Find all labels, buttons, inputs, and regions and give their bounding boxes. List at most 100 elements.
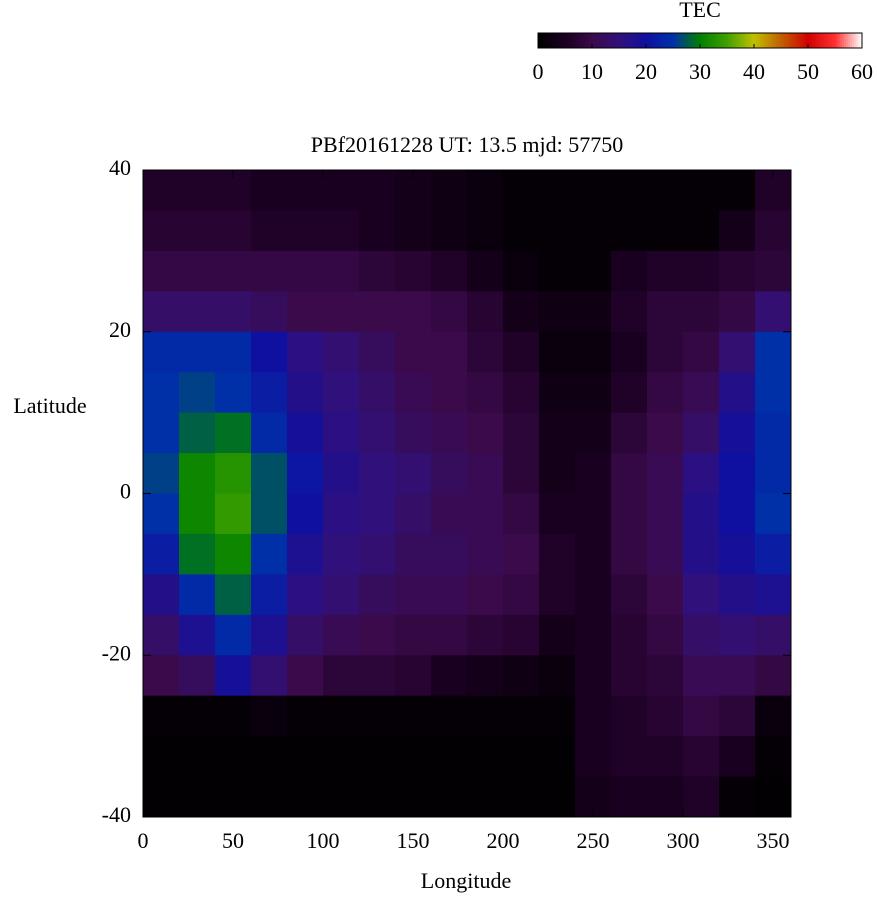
colorbar-swatch (660, 33, 663, 48)
colorbar-swatch (828, 33, 831, 48)
heat-cell (143, 493, 180, 535)
heat-cell (539, 210, 576, 252)
colorbar-swatch (576, 33, 579, 48)
heat-cell (503, 695, 540, 737)
x-axis-label: Longitude (421, 868, 511, 893)
colorbar-swatch (690, 33, 693, 48)
chart-title: PBf20161228 UT: 13.5 mjd: 57750 (311, 132, 623, 157)
heat-cell (359, 412, 396, 454)
heat-cell (395, 453, 432, 494)
heat-cell (431, 533, 468, 575)
colorbar-swatch (594, 33, 597, 48)
heat-cell (395, 655, 432, 697)
heat-cell (431, 776, 468, 818)
heat-cell (359, 372, 396, 414)
heat-cell (539, 170, 576, 211)
heat-cell (683, 250, 720, 292)
heat-cell (251, 655, 288, 697)
heat-cell (611, 331, 648, 373)
heat-cell (755, 210, 792, 252)
colorbar-swatch (562, 33, 565, 48)
heat-cell (179, 453, 216, 494)
heat-cell (179, 493, 216, 535)
heat-cell (683, 655, 720, 697)
heat-cell (251, 453, 288, 494)
colorbar-swatch (846, 33, 849, 48)
colorbar-swatch (706, 33, 709, 48)
heat-cell (467, 250, 504, 292)
colorbar-swatch (756, 33, 759, 48)
heat-cell (323, 291, 360, 333)
heat-cell (215, 210, 252, 252)
colorbar-swatch (770, 33, 773, 48)
x-tick-label: 50 (222, 828, 244, 853)
colorbar-swatch (666, 33, 669, 48)
colorbar-swatch (748, 33, 751, 48)
heat-cell (719, 291, 756, 333)
colorbar-swatch (836, 33, 839, 48)
colorbar-swatch (800, 33, 803, 48)
heat-cell (179, 250, 216, 292)
colorbar-swatch (772, 33, 775, 48)
colorbar-label: TEC (679, 0, 721, 22)
heat-cell (395, 574, 432, 616)
heat-cell (683, 372, 720, 414)
heat-cell (143, 776, 180, 818)
colorbar-swatch (754, 33, 757, 48)
colorbar-swatch (684, 33, 687, 48)
heat-cell (179, 412, 216, 454)
heat-cell (503, 250, 540, 292)
colorbar-swatch (608, 33, 611, 48)
heat-cell (359, 695, 396, 737)
colorbar-swatch (578, 33, 581, 48)
colorbar-swatch (680, 33, 683, 48)
heat-cell (503, 736, 540, 778)
heat-cell (323, 453, 360, 494)
y-axis-label: Latitude (13, 393, 86, 418)
colorbar-swatch (778, 33, 781, 48)
heat-cell (251, 736, 288, 778)
colorbar-swatch (668, 33, 671, 48)
heat-cell (611, 493, 648, 535)
colorbar-swatch (564, 33, 567, 48)
heat-cell (143, 170, 180, 211)
colorbar-swatch (590, 33, 593, 48)
heat-cell (287, 210, 324, 252)
heat-cell (755, 736, 792, 778)
heat-cell (611, 210, 648, 252)
heat-cell (719, 170, 756, 211)
x-tick-label: 250 (577, 828, 610, 853)
x-tick-label: 350 (757, 828, 790, 853)
colorbar-swatch (824, 33, 827, 48)
colorbar-swatch (730, 33, 733, 48)
colorbar-swatch (790, 33, 793, 48)
y-tick-label: 20 (109, 317, 131, 342)
colorbar-swatch (714, 33, 717, 48)
heat-cell (647, 695, 684, 737)
heat-cell (575, 574, 612, 616)
colorbar-swatch (856, 33, 859, 48)
colorbar-swatch (610, 33, 613, 48)
heat-cell (431, 372, 468, 414)
heat-cell (323, 493, 360, 535)
colorbar-swatch (574, 33, 577, 48)
heat-cell (575, 614, 612, 656)
heat-cell (575, 533, 612, 575)
heat-cell (647, 291, 684, 333)
colorbar-swatch (742, 33, 745, 48)
heat-cell (431, 331, 468, 373)
colorbar-swatch (838, 33, 841, 48)
heat-cell (287, 331, 324, 373)
heat-cell (251, 170, 288, 211)
heat-cell (359, 170, 396, 211)
heat-cell (575, 210, 612, 252)
heat-cell (503, 412, 540, 454)
heat-cell (467, 655, 504, 697)
heat-cell (251, 695, 288, 737)
colorbar-swatch (650, 33, 653, 48)
heat-cell (539, 493, 576, 535)
colorbar-swatch (670, 33, 673, 48)
heat-cell (539, 736, 576, 778)
colorbar-swatch (664, 33, 667, 48)
heat-cell (575, 372, 612, 414)
